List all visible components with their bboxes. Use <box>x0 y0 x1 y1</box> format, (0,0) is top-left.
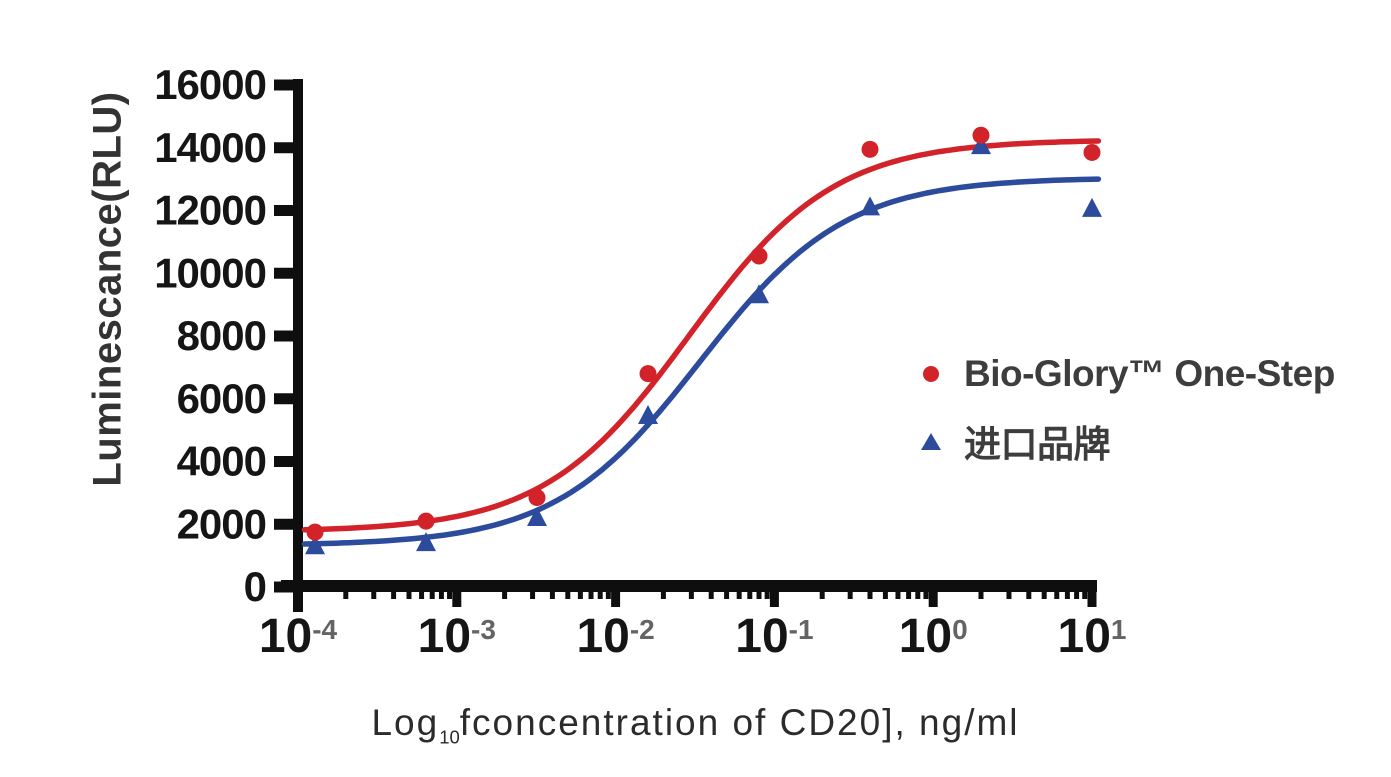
y-tick-label: 12000 <box>154 187 266 234</box>
data-point-triangle <box>305 535 326 555</box>
data-point-circle <box>528 489 546 507</box>
series-fit-curve <box>301 176 1102 547</box>
y-tick-label: 16000 <box>154 61 266 108</box>
y-axis-title: Luminescance(RLU) <box>85 91 130 487</box>
data-point-circle <box>750 247 768 265</box>
x-tick-label: 10-3 <box>418 610 496 663</box>
y-tick-label: 8000 <box>177 312 266 359</box>
legend-marker-box <box>920 432 941 450</box>
x-axis-title-subscript: 10 <box>439 726 460 748</box>
data-point-triangle <box>860 196 881 216</box>
legend-marker-box <box>921 366 940 382</box>
y-tick-label: 10000 <box>154 249 266 296</box>
x-axis-title-rest: fconcentration of CD20], ng/ml <box>459 702 1020 743</box>
data-point-circle <box>417 512 435 530</box>
legend-item-bio-glory: Bio-Glory™ One-Step <box>921 351 1335 397</box>
legend-item-imported-brand: 进口品牌 <box>920 418 1335 465</box>
data-point-triangle <box>638 405 659 425</box>
x-tick-label: 10-1 <box>735 610 813 663</box>
data-point-triangle <box>416 532 437 552</box>
x-tick-label: 10-4 <box>259 610 338 663</box>
data-point-triangle <box>749 284 770 304</box>
legend-label-imported-brand: 进口品牌 <box>964 424 1111 465</box>
y-tick-label: 0 <box>244 563 266 610</box>
x-tick-label: 101 <box>1058 610 1127 663</box>
blue-triangle-marker-icon <box>920 432 941 450</box>
y-tick-label: 2000 <box>177 500 266 547</box>
data-point-circle <box>972 126 990 144</box>
y-tick-label: 4000 <box>177 438 266 485</box>
red-circle-marker-icon <box>922 366 939 382</box>
data-point-circle <box>1083 143 1101 161</box>
x-tick-label: 10-2 <box>576 610 654 663</box>
x-tick-label: 100 <box>899 610 968 663</box>
legend: Bio-Glory™ One-Step 进口品牌 <box>920 351 1335 465</box>
legend-label-bio-glory: Bio-Glory™ One-Step <box>964 353 1335 394</box>
data-point-triangle <box>1082 197 1102 217</box>
x-axis-title: Log10fconcentration of CD20], ng/ml <box>0 702 1391 748</box>
series-fit-curve <box>301 138 1102 533</box>
data-point-triangle <box>971 135 992 155</box>
y-tick-label: 14000 <box>154 124 266 171</box>
data-point-circle <box>639 365 657 383</box>
data-point-circle <box>861 140 879 158</box>
data-point-triangle <box>527 506 548 526</box>
data-point-circle <box>306 523 324 541</box>
y-tick-label: 6000 <box>177 375 266 422</box>
x-axis-title-prefix: Log <box>371 702 440 743</box>
